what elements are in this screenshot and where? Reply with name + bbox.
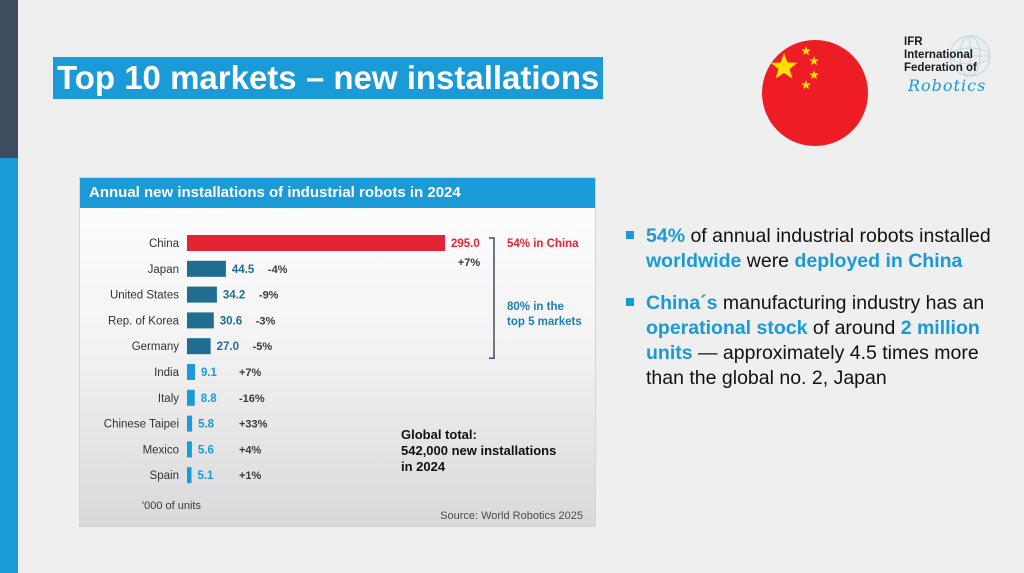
change-label: +7% xyxy=(458,257,481,269)
highlighted-text: operational stock xyxy=(646,317,808,339)
top5-annotation-line-1: 80% in the xyxy=(507,301,564,313)
highlighted-text: 54% xyxy=(646,225,686,247)
bar xyxy=(187,312,214,329)
unit-note: '000 of units xyxy=(142,500,201,512)
change-label: +7% xyxy=(239,367,262,379)
change-label: -3% xyxy=(256,315,276,327)
change-label: +1% xyxy=(239,470,262,482)
category-label: Rep. of Korea xyxy=(108,315,180,327)
china-flag-icon xyxy=(762,40,868,146)
sidebar-accent-blue xyxy=(0,158,18,573)
chart-source: Source: World Robotics 2025 xyxy=(440,510,583,522)
value-label: 5.6 xyxy=(198,444,214,456)
change-label: +33% xyxy=(239,419,268,431)
bar xyxy=(187,415,193,432)
value-label: 8.8 xyxy=(201,393,218,405)
category-label: Germany xyxy=(132,341,180,353)
bar xyxy=(187,364,195,380)
category-label: Spain xyxy=(150,470,179,482)
global-total-line-2: 542,000 new installations xyxy=(401,443,557,458)
key-facts-list: 54% of annual industrial robots installe… xyxy=(626,224,1006,391)
change-label: +4% xyxy=(239,444,262,456)
value-label: 295.0 xyxy=(451,238,480,250)
change-label: -5% xyxy=(253,341,273,353)
value-label: 5.1 xyxy=(197,470,214,482)
value-label: 5.8 xyxy=(198,419,215,431)
category-label: Japan xyxy=(148,264,179,276)
value-label: 44.5 xyxy=(232,264,255,276)
bar xyxy=(187,467,192,484)
change-label: -4% xyxy=(268,264,288,276)
bar xyxy=(187,389,195,406)
category-label: Italy xyxy=(158,393,179,405)
sidebar-accent-dark xyxy=(0,0,18,158)
ifr-logo: IFR International Federation of Robotics xyxy=(904,35,1008,100)
text-segment: of annual industrial robots installed xyxy=(685,225,991,247)
bullet-square-icon xyxy=(626,231,634,239)
bullet-square-icon xyxy=(626,298,634,306)
category-label: United States xyxy=(110,290,179,302)
global-total-line-3: in 2024 xyxy=(401,459,446,474)
key-fact-item: 54% of annual industrial robots installe… xyxy=(626,224,1006,274)
category-label: Chinese Taipei xyxy=(104,419,179,431)
key-fact-item: China´s manufacturing industry has an op… xyxy=(626,291,1006,391)
bar xyxy=(187,235,445,251)
text-segment: were xyxy=(741,250,795,272)
bar-chart: China 295.0 +7% Japan 44.5 -4% United States 34… xyxy=(104,235,582,484)
text-segment: manufacturing industry has an xyxy=(717,292,985,314)
highlighted-text: worldwide xyxy=(646,250,742,272)
bar xyxy=(187,441,192,458)
ifr-line-2: International xyxy=(904,49,974,61)
chart-card: Annual new installations of industrial r… xyxy=(79,177,596,527)
top5-annotation-line-2: top 5 markets xyxy=(507,316,582,328)
chart-title: Annual new installations of industrial r… xyxy=(80,178,595,208)
global-total-line-1: Global total: xyxy=(401,427,477,442)
global-total-annotation: Global total: 542,000 new installations … xyxy=(401,427,556,475)
bar xyxy=(187,260,226,277)
category-label: India xyxy=(154,367,180,379)
bar xyxy=(187,338,211,355)
ifr-logo-text: IFR International Federation of xyxy=(904,36,977,75)
ifr-line-1: IFR xyxy=(904,36,923,48)
value-label: 27.0 xyxy=(217,341,239,353)
highlighted-text: 2 million units xyxy=(646,317,980,364)
change-label: -9% xyxy=(259,290,279,302)
page-title: Top 10 markets – new installations xyxy=(53,57,604,99)
globe-icon xyxy=(949,35,991,77)
ifr-logo-script: Robotics xyxy=(908,76,987,95)
value-label: 34.2 xyxy=(223,290,245,302)
value-label: 9.1 xyxy=(201,367,218,379)
text-segment: — approximately 4.5 times more than the … xyxy=(646,342,979,389)
value-label: 30.6 xyxy=(220,315,242,327)
text-segment: of around xyxy=(807,317,901,339)
category-label: Mexico xyxy=(143,444,179,456)
bar xyxy=(187,286,217,303)
change-label: -16% xyxy=(239,393,265,405)
ifr-line-3: Federation of xyxy=(904,62,977,74)
china-share-annotation: 54% in China xyxy=(507,238,579,250)
highlighted-text: deployed in China xyxy=(794,250,963,272)
top5-bracket xyxy=(489,237,495,359)
category-label: China xyxy=(149,238,180,250)
highlighted-text: China´s xyxy=(646,292,718,314)
